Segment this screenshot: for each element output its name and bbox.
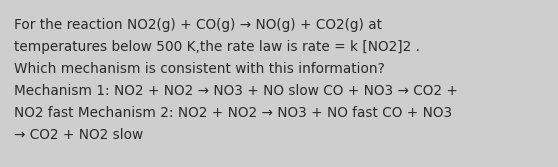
Text: → CO2 + NO2 slow: → CO2 + NO2 slow	[14, 128, 143, 142]
Text: Which mechanism is consistent with this information?: Which mechanism is consistent with this …	[14, 62, 385, 76]
Text: For the reaction NO2(g) + CO(g) → NO(g) + CO2(g) at: For the reaction NO2(g) + CO(g) → NO(g) …	[14, 18, 382, 32]
Text: NO2 fast Mechanism 2: NO2 + NO2 → NO3 + NO fast CO + NO3: NO2 fast Mechanism 2: NO2 + NO2 → NO3 + …	[14, 106, 452, 120]
Text: temperatures below 500 K,the rate law is rate = k [NO2]2 .: temperatures below 500 K,the rate law is…	[14, 40, 420, 54]
Text: Mechanism 1: NO2 + NO2 → NO3 + NO slow CO + NO3 → CO2 +: Mechanism 1: NO2 + NO2 → NO3 + NO slow C…	[14, 84, 458, 98]
